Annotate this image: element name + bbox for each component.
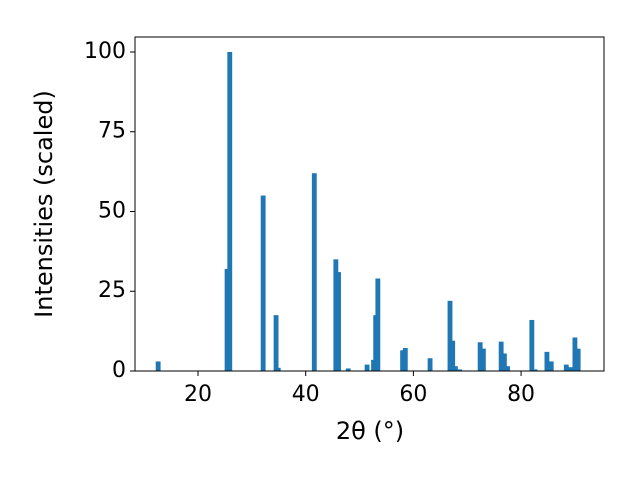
- bar: [563, 364, 569, 371]
- bar: [532, 369, 538, 371]
- bar: [402, 348, 408, 371]
- bar: [275, 367, 281, 371]
- bar: [364, 364, 370, 371]
- bar: [548, 361, 554, 371]
- bar: [498, 341, 504, 371]
- bar: [227, 51, 233, 371]
- bar: [447, 300, 453, 371]
- y-tick-label: 0: [112, 358, 126, 383]
- bar: [568, 367, 574, 371]
- bar: [480, 348, 486, 371]
- bar: [375, 278, 381, 371]
- bar: [260, 195, 266, 371]
- y-tick-label: 75: [98, 119, 126, 144]
- bar: [450, 340, 456, 371]
- x-tick-label: 60: [399, 382, 427, 407]
- x-tick-label: 40: [292, 382, 320, 407]
- bar: [457, 369, 463, 371]
- bar: [572, 337, 578, 371]
- bar: [544, 351, 550, 371]
- bar: [427, 358, 433, 371]
- bar: [155, 361, 161, 371]
- bar: [529, 319, 535, 371]
- y-tick-label: 100: [84, 39, 126, 64]
- bar: [336, 272, 341, 371]
- bar: [224, 268, 230, 371]
- bar: [477, 342, 483, 371]
- y-tick-label: 25: [98, 278, 126, 303]
- plot-frame: [134, 36, 605, 372]
- bar: [273, 315, 279, 371]
- y-tick-label: 50: [98, 198, 126, 223]
- bar: [311, 173, 317, 371]
- x-tick-label: 20: [184, 382, 212, 407]
- x-axis-label: 2θ (°): [336, 417, 404, 445]
- bar: [452, 366, 458, 371]
- bar: [333, 259, 339, 371]
- bar: [501, 353, 507, 371]
- x-tick-label: 80: [507, 382, 535, 407]
- bar: [345, 368, 351, 371]
- bar: [505, 366, 511, 371]
- bar: [400, 350, 406, 371]
- bar: [575, 348, 581, 371]
- y-axis-label: Intensities (scaled): [30, 90, 58, 318]
